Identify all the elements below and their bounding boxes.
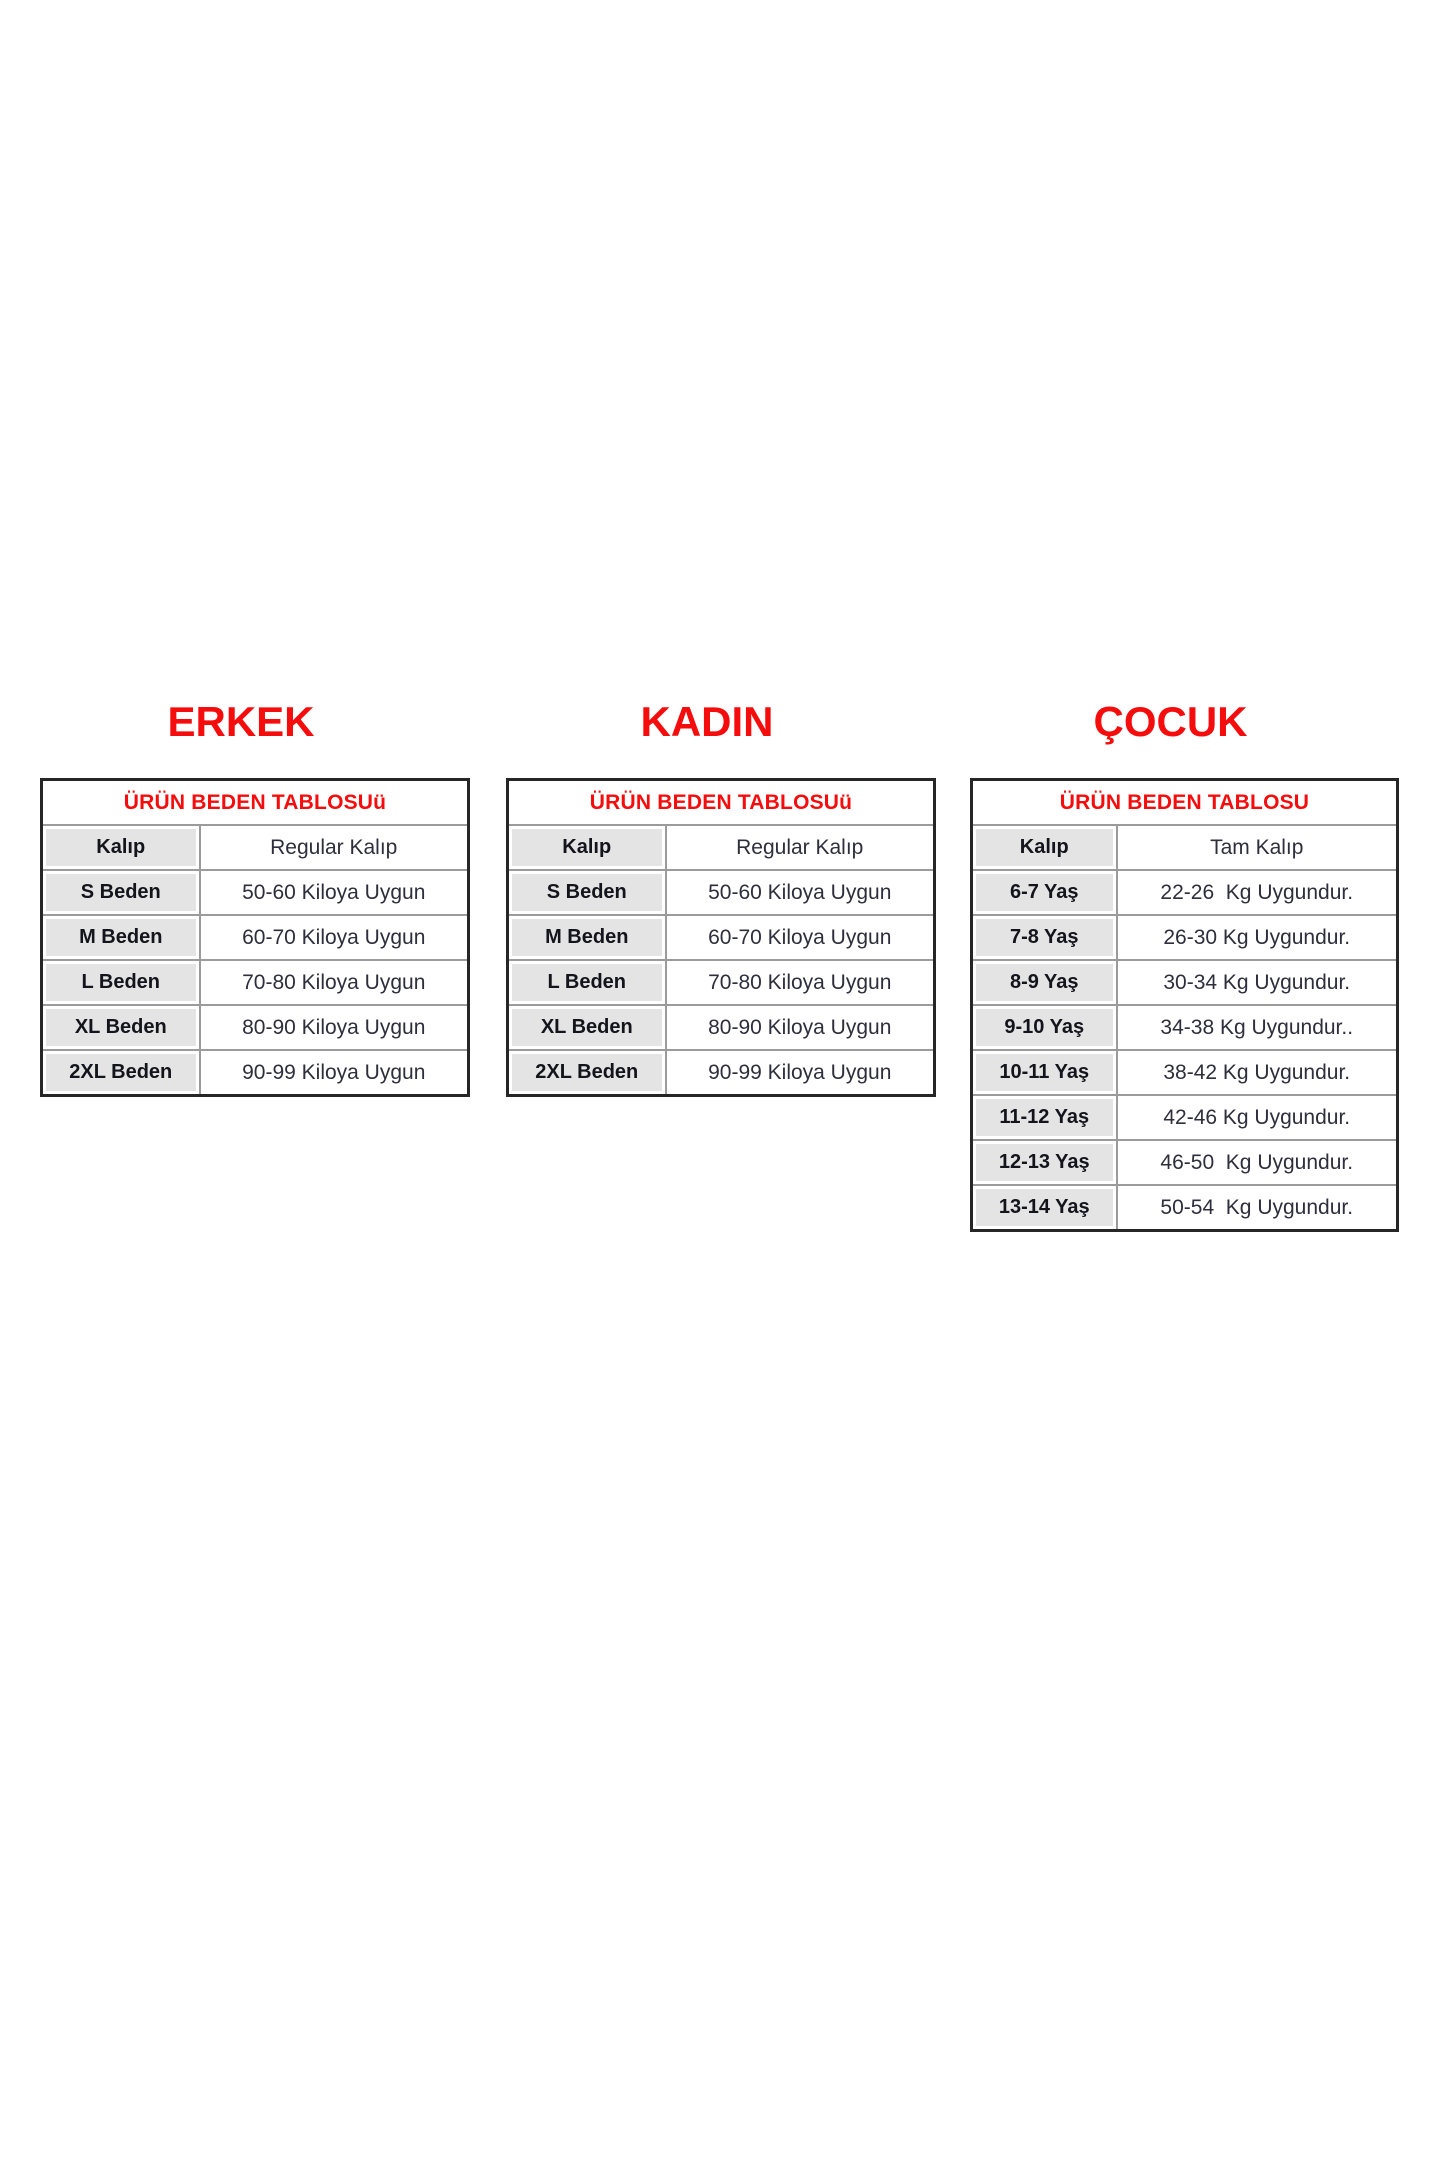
table-body-kadin: Kalıp Regular Kalıp S Beden 50-60 Kiloya Uy… bbox=[506, 824, 936, 1097]
size-value-cell: 80-90 Kiloya Uygun bbox=[198, 1004, 470, 1051]
table-row: S Beden 50-60 Kiloya Uygun bbox=[506, 869, 936, 916]
size-label-cell: 9-10 Yaş bbox=[970, 1004, 1118, 1051]
size-value-cell: 26-30 Kg Uygundur. bbox=[1115, 914, 1399, 961]
size-label-cell: 2XL Beden bbox=[506, 1049, 667, 1097]
table-row: 13-14 Yaş 50-54 Kg Uygundur. bbox=[970, 1184, 1399, 1232]
table-row: M Beden 60-70 Kiloya Uygun bbox=[40, 914, 470, 961]
table-row: XL Beden 80-90 Kiloya Uygun bbox=[506, 1004, 936, 1051]
size-value-cell: 90-99 Kiloya Uygun bbox=[198, 1049, 470, 1097]
size-label-cell: 7-8 Yaş bbox=[970, 914, 1118, 961]
section-title-kadin: KADIN bbox=[640, 698, 774, 745]
size-label-cell: L Beden bbox=[40, 959, 201, 1006]
size-label-cell: XL Beden bbox=[506, 1004, 667, 1051]
size-value-cell: 80-90 Kiloya Uygun bbox=[664, 1004, 936, 1051]
table-header-row: ÜRÜN BEDEN TABLOSU bbox=[970, 778, 1399, 826]
section-erkek: ERKEK ÜRÜN BEDEN TABLOSUü Kalıp Regular K… bbox=[40, 700, 470, 1097]
size-label-cell: 11-12 Yaş bbox=[970, 1094, 1118, 1141]
table-row: Kalıp Tam Kalıp bbox=[970, 824, 1399, 871]
table-header-row: ÜRÜN BEDEN TABLOSUü bbox=[506, 778, 936, 826]
table-row: 9-10 Yaş 34-38 Kg Uygundur.. bbox=[970, 1004, 1399, 1051]
table-row: 2XL Beden 90-99 Kiloya Uygun bbox=[40, 1049, 470, 1097]
size-label-cell: M Beden bbox=[506, 914, 667, 961]
table-row: 10-11 Yaş 38-42 Kg Uygundur. bbox=[970, 1049, 1399, 1096]
table-row: 11-12 Yaş 42-46 Kg Uygundur. bbox=[970, 1094, 1399, 1141]
size-label-cell: M Beden bbox=[40, 914, 201, 961]
size-label-cell: 2XL Beden bbox=[40, 1049, 201, 1097]
table-row: 7-8 Yaş 26-30 Kg Uygundur. bbox=[970, 914, 1399, 961]
table-row: L Beden 70-80 Kiloya Uygun bbox=[40, 959, 470, 1006]
table-header-row: ÜRÜN BEDEN TABLOSUü bbox=[40, 778, 470, 826]
size-table-cocuk: ÜRÜN BEDEN TABLOSU Kalıp Tam Kalıp 6-7 Y… bbox=[970, 778, 1399, 1232]
size-label-cell: Kalıp bbox=[970, 824, 1118, 871]
table-row: 12-13 Yaş 46-50 Kg Uygundur. bbox=[970, 1139, 1399, 1186]
size-label-cell: S Beden bbox=[40, 869, 201, 916]
size-value-cell: 22-26 Kg Uygundur. bbox=[1115, 869, 1399, 916]
size-table-kadin: ÜRÜN BEDEN TABLOSUü Kalıp Regular Kalıp S … bbox=[506, 778, 936, 1097]
size-value-cell: 60-70 Kiloya Uygun bbox=[198, 914, 470, 961]
section-kadin: KADIN ÜRÜN BEDEN TABLOSUü Kalıp Regular K… bbox=[506, 700, 936, 1097]
size-label-cell: Kalıp bbox=[40, 824, 201, 871]
table-body-cocuk: 6-7 Yaş 22-26 Kg Uygundur. 7-8 Yaş 26-30 Kg… bbox=[970, 869, 1399, 1232]
section-title-cocuk: ÇOCUK bbox=[1093, 698, 1248, 745]
size-value-cell: 50-60 Kiloya Uygun bbox=[198, 869, 470, 916]
size-value-cell: 38-42 Kg Uygundur. bbox=[1115, 1049, 1399, 1096]
size-value-cell: 90-99 Kiloya Uygun bbox=[664, 1049, 936, 1097]
size-value-cell: 42-46 Kg Uygundur. bbox=[1115, 1094, 1399, 1141]
size-label-cell: 6-7 Yaş bbox=[970, 869, 1118, 916]
table-header-title: ÜRÜN BEDEN TABLOSU bbox=[970, 778, 1399, 826]
size-value-cell: 46-50 Kg Uygundur. bbox=[1115, 1139, 1399, 1186]
table-header-title: ÜRÜN BEDEN TABLOSUü bbox=[40, 778, 470, 826]
size-value-cell: 34-38 Kg Uygundur.. bbox=[1115, 1004, 1399, 1051]
size-label-cell: L Beden bbox=[506, 959, 667, 1006]
size-label-cell: 8-9 Yaş bbox=[970, 959, 1118, 1006]
size-label-cell: Kalıp bbox=[506, 824, 667, 871]
size-value-cell: 50-60 Kiloya Uygun bbox=[664, 869, 936, 916]
table-row: S Beden 50-60 Kiloya Uygun bbox=[40, 869, 470, 916]
table-row: L Beden 70-80 Kiloya Uygun bbox=[506, 959, 936, 1006]
section-title-erkek: ERKEK bbox=[167, 698, 315, 745]
size-value-cell: 70-80 Kiloya Uygun bbox=[198, 959, 470, 1006]
size-label-cell: 13-14 Yaş bbox=[970, 1184, 1118, 1232]
size-value-cell: Regular Kalıp bbox=[664, 824, 936, 871]
table-row: M Beden 60-70 Kiloya Uygun bbox=[506, 914, 936, 961]
table-row: 8-9 Yaş 30-34 Kg Uygundur. bbox=[970, 959, 1399, 1006]
size-label-cell: 12-13 Yaş bbox=[970, 1139, 1118, 1186]
size-label-cell: 10-11 Yaş bbox=[970, 1049, 1118, 1096]
table-row: 2XL Beden 90-99 Kiloya Uygun bbox=[506, 1049, 936, 1097]
table-row: 6-7 Yaş 22-26 Kg Uygundur. bbox=[970, 869, 1399, 916]
size-value-cell: 30-34 Kg Uygundur. bbox=[1115, 959, 1399, 1006]
table-body-erkek: Kalıp Regular Kalıp S Beden 50-60 Kiloya Uy… bbox=[40, 824, 470, 1097]
table-row: XL Beden 80-90 Kiloya Uygun bbox=[40, 1004, 470, 1051]
size-label-cell: XL Beden bbox=[40, 1004, 201, 1051]
table-row: Kalıp Regular Kalıp bbox=[40, 824, 470, 871]
size-value-cell: Regular Kalıp bbox=[198, 824, 470, 871]
section-cocuk: ÇOCUK ÜRÜN BEDEN TABLOSU Kalıp Tam Kalıp… bbox=[970, 700, 1399, 1232]
size-value-cell: 50-54 Kg Uygundur. bbox=[1115, 1184, 1399, 1232]
table-header-title: ÜRÜN BEDEN TABLOSUü bbox=[506, 778, 936, 826]
size-value-cell: 70-80 Kiloya Uygun bbox=[664, 959, 936, 1006]
table-row: Kalıp Regular Kalıp bbox=[506, 824, 936, 871]
size-table-erkek: ÜRÜN BEDEN TABLOSUü Kalıp Regular Kalıp S … bbox=[40, 778, 470, 1097]
size-value-cell: Tam Kalıp bbox=[1115, 824, 1399, 871]
size-label-cell: S Beden bbox=[506, 869, 667, 916]
size-value-cell: 60-70 Kiloya Uygun bbox=[664, 914, 936, 961]
